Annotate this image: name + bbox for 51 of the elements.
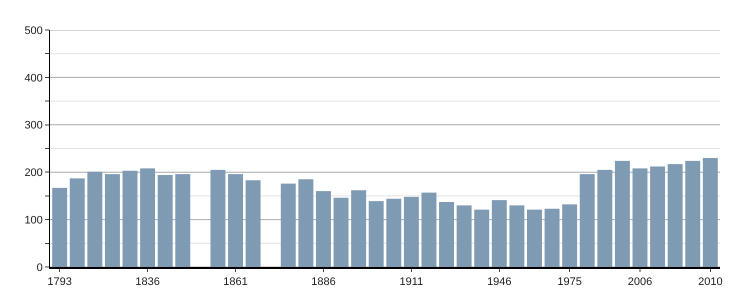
bar	[702, 158, 718, 267]
bar	[580, 174, 595, 267]
x-tick-label: 1836	[135, 276, 160, 288]
bar	[52, 188, 68, 267]
y-tick-label: 200	[24, 167, 43, 180]
bar	[122, 170, 138, 267]
x-tick-label: 1861	[223, 276, 248, 288]
bar	[421, 192, 436, 267]
x-tick-label: 1793	[47, 276, 72, 288]
bar	[614, 160, 630, 267]
y-tick-label: 300	[24, 120, 43, 132]
bar	[175, 174, 190, 267]
y-tick-label: 0	[36, 262, 43, 274]
x-tick-label: 2010	[698, 276, 723, 288]
bar	[527, 210, 542, 267]
bar	[368, 201, 384, 267]
bar	[597, 170, 612, 267]
bar	[562, 204, 578, 267]
bar	[246, 180, 261, 267]
bar	[280, 184, 296, 267]
bar	[668, 164, 683, 267]
bar	[70, 178, 85, 267]
bar	[87, 172, 102, 267]
bar	[351, 190, 366, 267]
bar	[298, 179, 314, 267]
x-tick-label: 1975	[557, 276, 582, 288]
bar	[104, 174, 120, 267]
bar	[334, 198, 349, 267]
x-tick-label: 1946	[487, 276, 512, 288]
bar	[386, 198, 402, 267]
x-tick-label: 1911	[400, 276, 424, 288]
x-tick-label: 1886	[311, 276, 336, 288]
x-tick-label: 2006	[628, 276, 652, 288]
bar	[158, 175, 173, 267]
bar	[509, 205, 524, 267]
y-tick-label: 500	[24, 24, 43, 37]
y-tick-label: 400	[24, 72, 43, 84]
bar	[210, 170, 226, 267]
bar	[632, 168, 648, 267]
bar	[228, 174, 243, 267]
bar	[404, 196, 419, 267]
bar	[544, 208, 560, 267]
bar	[140, 168, 156, 267]
bar	[685, 160, 700, 267]
bar	[456, 205, 472, 267]
bar	[316, 191, 331, 267]
y-tick-label: 100	[24, 214, 43, 226]
bar	[439, 202, 454, 267]
bar	[492, 200, 507, 267]
bar	[474, 210, 490, 267]
bar	[650, 166, 666, 267]
